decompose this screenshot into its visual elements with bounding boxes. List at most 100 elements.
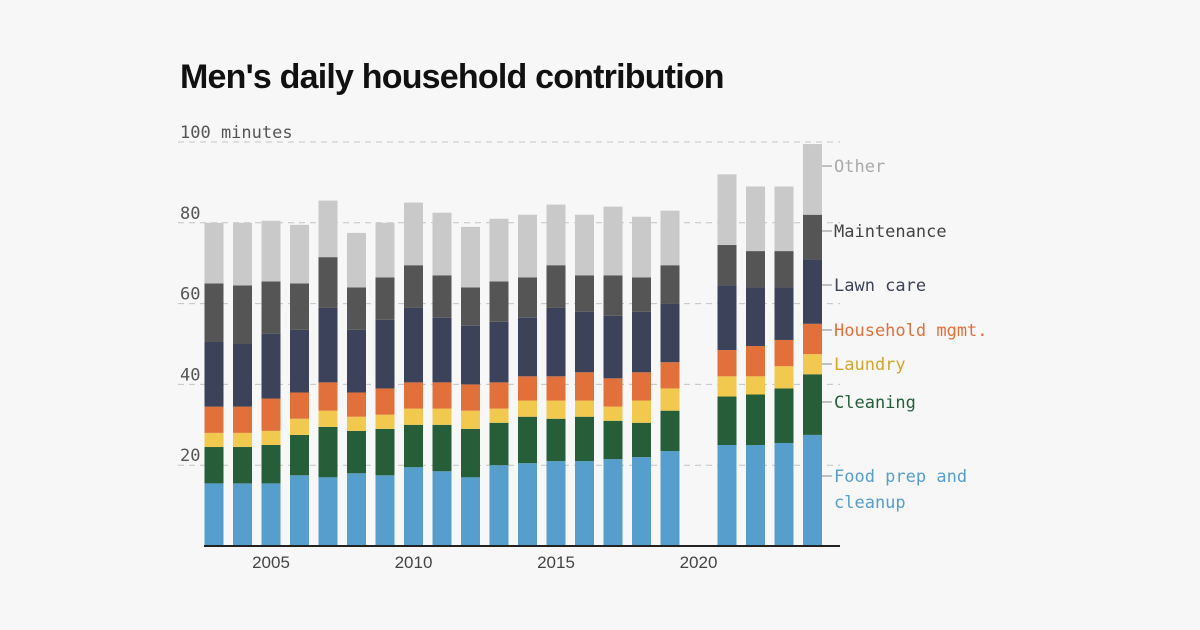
bar-segment: [774, 366, 794, 389]
bar-segment: [290, 418, 309, 435]
bar-segment: [318, 382, 338, 411]
bar-segment: [489, 422, 509, 466]
bar-segment: [461, 428, 480, 478]
bar-segment: [774, 442, 794, 546]
bar-segment: [803, 323, 822, 355]
bar-segment: [575, 372, 594, 401]
bar-segment: [375, 319, 395, 389]
bar-segment: [233, 432, 252, 448]
bar-segment: [518, 376, 537, 401]
bar-segment: [347, 392, 366, 417]
bar-segment: [717, 285, 737, 351]
bar-segment: [233, 406, 252, 433]
bar-segment: [432, 212, 452, 276]
bar-segment: [404, 307, 423, 383]
bar-segment: [204, 222, 224, 284]
bar-segment: [746, 346, 765, 377]
bar-segment: [546, 265, 566, 308]
x-tick-label: 2010: [395, 553, 433, 572]
bar-segment: [489, 218, 509, 282]
bar-segment: [546, 461, 566, 546]
bar-segment: [432, 471, 452, 546]
bar-segment: [347, 430, 366, 474]
bar-segment: [261, 483, 281, 546]
bar-segment: [204, 283, 224, 342]
bar-segment: [546, 376, 566, 401]
bar-segment: [432, 317, 452, 383]
series-label: Maintenance: [834, 222, 947, 242]
bar-segment: [432, 424, 452, 472]
y-tick-label: 20: [180, 446, 200, 466]
bar-segment: [432, 382, 452, 409]
bar-segment: [774, 287, 794, 340]
bar-segment: [318, 477, 338, 546]
bar-segment: [632, 216, 651, 278]
bar-segment: [746, 186, 765, 252]
bar-segment: [318, 257, 338, 308]
series-label: cleanup: [834, 493, 906, 513]
bar-segment: [347, 416, 366, 431]
bar-segment: [489, 321, 509, 383]
series-label: Other: [834, 157, 885, 177]
bar-segment: [290, 434, 309, 476]
x-tick-label: 2015: [537, 553, 575, 572]
bar-segment: [774, 388, 794, 443]
bar-segment: [803, 214, 822, 260]
bar-segment: [660, 362, 680, 389]
bar-segment: [233, 222, 252, 286]
bar-segment: [318, 307, 338, 383]
bar-segment: [803, 354, 822, 375]
bar-segment: [575, 311, 594, 373]
bar-segment: [632, 457, 651, 546]
bar-segment: [461, 410, 480, 429]
bar-segment: [375, 475, 395, 546]
bar-segment: [603, 406, 623, 421]
y-axis-ticks: 20 40 60 80 100 minutes: [180, 123, 293, 466]
bar-segment: [432, 408, 452, 425]
bar-segment: [318, 410, 338, 427]
bar-segment: [632, 400, 651, 423]
bar-segment: [575, 275, 594, 312]
bar-segment: [261, 430, 281, 445]
bar-segment: [546, 307, 566, 377]
bar-segment: [575, 461, 594, 546]
bar-segment: [347, 329, 366, 393]
bar-segment: [261, 445, 281, 484]
bar-segment: [660, 451, 680, 546]
bar-segment: [375, 414, 395, 429]
bar-segment: [518, 277, 537, 318]
bar-segment: [746, 394, 765, 445]
bar-segment: [261, 398, 281, 431]
bar-segment: [803, 374, 822, 435]
bar-segment: [603, 459, 623, 546]
bar-segment: [603, 378, 623, 407]
bar-segment: [803, 259, 822, 324]
bar-segment: [518, 214, 537, 278]
bar-segment: [803, 434, 822, 546]
bar-segment: [632, 311, 651, 373]
bar-segment: [518, 317, 537, 377]
x-tick-label: 2005: [252, 553, 290, 572]
bar-segment: [347, 287, 366, 330]
y-tick-label: 60: [180, 285, 200, 305]
bar-segment: [746, 376, 765, 395]
bar-segment: [489, 281, 509, 322]
bar-segment: [489, 408, 509, 423]
bar-segment: [803, 144, 822, 215]
bar-segment: [461, 384, 480, 411]
series-label: Laundry: [834, 355, 906, 375]
y-tick-label: 80: [180, 204, 200, 224]
bar-segment: [290, 392, 309, 419]
bar-segment: [746, 287, 765, 347]
bar-segment: [404, 265, 423, 308]
y-tick-label: 40: [180, 365, 200, 385]
bar-segment: [204, 341, 224, 407]
bar-segment: [632, 422, 651, 458]
bar-segment: [603, 420, 623, 460]
bar-segment: [261, 220, 281, 282]
bar-segment: [746, 445, 765, 546]
bar-segment: [489, 465, 509, 546]
series-labels: Food prep and cleanup Cleaning Laundry House…: [822, 157, 988, 513]
bar-segment: [660, 265, 680, 304]
bar-segment: [290, 475, 309, 546]
